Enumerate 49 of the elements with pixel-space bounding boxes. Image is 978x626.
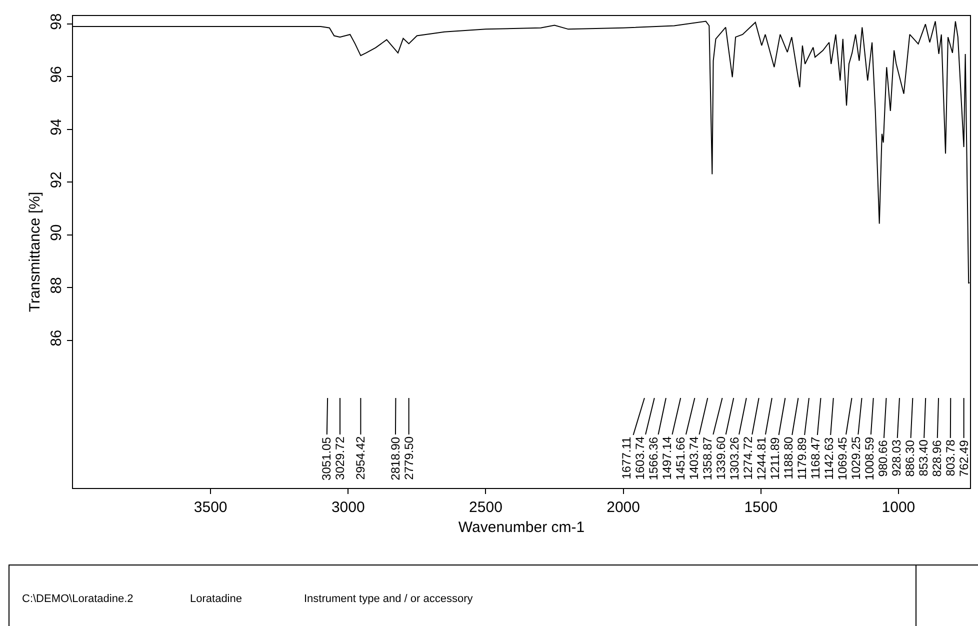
annotation: 1451.66 (673, 436, 688, 480)
x-tick-label: 2000 (606, 499, 640, 516)
y-tick-label: 90 (48, 224, 65, 241)
annotation: 762.49 (956, 440, 971, 477)
annotation: 1566.36 (646, 436, 660, 480)
x-tick-label: 1500 (744, 499, 778, 516)
text: C:\DEMO\Loratadine.2 (22, 593, 134, 605)
annotation: 1274.72 (740, 436, 755, 480)
y-tick-label: 98 (48, 13, 65, 30)
annotation: 2954.42 (354, 436, 368, 480)
annotation: 3051.05 (319, 436, 334, 480)
annotation: 3029.72 (332, 436, 347, 480)
annotation: 1211.89 (768, 436, 782, 480)
annotation: 1069.45 (835, 436, 850, 480)
annotation: 1677.11 (619, 436, 634, 480)
annotation: 928.03 (889, 439, 904, 476)
annotation: 1497.14 (660, 436, 674, 480)
annotation: 1339.60 (714, 436, 728, 480)
annotation: 803.78 (943, 439, 958, 476)
annotation: 1358.87 (700, 436, 714, 480)
x-tick-label: 2500 (469, 499, 502, 516)
annotation: 1029.25 (848, 436, 863, 480)
annotation: 2779.50 (402, 436, 416, 480)
annotation: 828.96 (930, 440, 944, 477)
annotation: 2818.90 (388, 436, 402, 480)
annotation: 886.30 (902, 440, 917, 477)
x-tick-label: 1000 (882, 499, 916, 516)
x-tick-label: 3500 (194, 499, 228, 516)
annotation: 1244.81 (754, 436, 768, 480)
text: Loratadine (190, 593, 242, 605)
y-tick-label: 94 (48, 118, 65, 136)
x-tick-label: 3000 (331, 499, 365, 516)
x-axis-title: Wavenumber cm-1 (458, 519, 585, 536)
annotation: 853.40 (916, 439, 930, 476)
text: Instrument type and / or accessory (304, 593, 474, 605)
annotation: 1142.63 (822, 436, 836, 480)
y-axis-title: Transmittance [%] (26, 192, 44, 312)
annotation: 1403.74 (686, 436, 701, 480)
annotation: 1179.89 (794, 436, 809, 480)
annotation: 1168.47 (808, 436, 822, 480)
annotation: 1603.74 (632, 436, 647, 480)
annotation: 1188.80 (781, 436, 796, 480)
y-tick-label: 86 (48, 330, 65, 346)
annotation: 1303.26 (727, 436, 742, 480)
y-tick-label: 96 (48, 66, 65, 83)
annotation: 1008.59 (862, 436, 876, 480)
y-tick-label: 88 (48, 277, 65, 294)
annotation: 980.66 (876, 440, 890, 477)
y-tick-label: 92 (48, 172, 65, 188)
